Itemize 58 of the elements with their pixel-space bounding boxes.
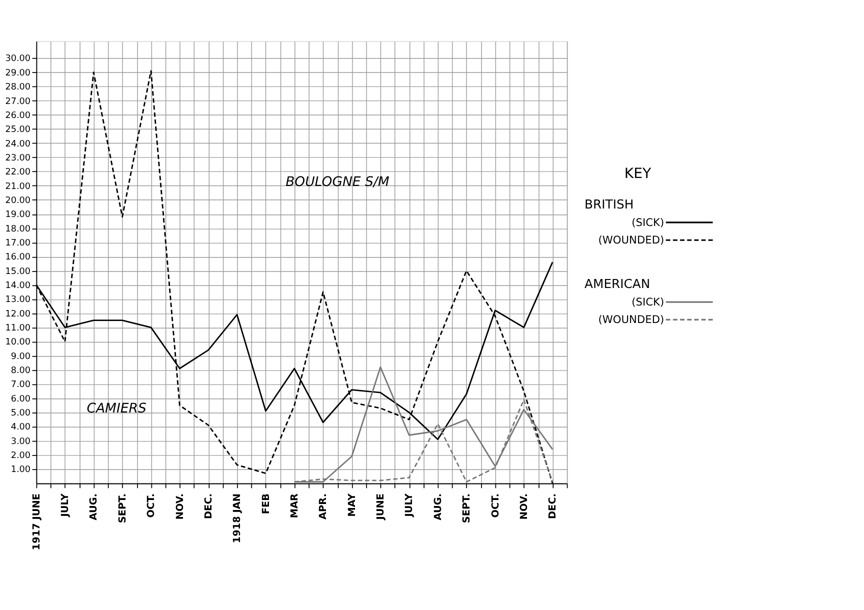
y-tick-label: 16.00: [5, 252, 31, 263]
y-tick-label: 19.00: [5, 210, 31, 220]
y-tick-label: 18.00: [5, 224, 31, 234]
legend-label: (SICK): [632, 216, 664, 229]
y-tick-label: 1.00: [10, 465, 31, 476]
text: BRITISH: [584, 197, 634, 212]
x-tick-label: 1917 JUNE: [31, 493, 42, 550]
y-tick-label: 12.00: [5, 309, 31, 320]
annotation: BOULOGNE S/M: [286, 174, 390, 190]
y-tick-label: 22.00: [5, 168, 31, 178]
y-tick-label: 30.00: [5, 54, 31, 64]
x-tick-label: DEC.: [203, 493, 214, 520]
y-tick-label: 27.00: [5, 96, 31, 107]
y-tick-label: 13.00: [5, 295, 31, 306]
x-tick-label: JULY: [404, 492, 416, 518]
y-tick-label: 23.00: [5, 153, 31, 164]
x-tick-label: MAR: [289, 492, 300, 518]
x-tick-label: JUNE: [376, 493, 387, 521]
y-tick-label: 8.00: [10, 366, 31, 376]
x-tick-label: MAY: [346, 492, 358, 517]
x-tick-label: NOV.: [518, 493, 530, 520]
y-tick-label: 14.00: [5, 280, 31, 291]
legend-title: KEY: [624, 166, 652, 182]
y-tick-label: 24.00: [5, 139, 31, 150]
x-tick-label: AUG.: [432, 493, 444, 520]
y-tick-label: 20.00: [5, 196, 31, 206]
y-tick-label: 29.00: [5, 68, 31, 78]
y-tick-label: 4.00: [10, 422, 31, 433]
x-tick-label: SEPT.: [117, 493, 128, 524]
y-tick-label: 6.00: [10, 394, 31, 404]
x-tick-label: FEB: [260, 493, 272, 514]
y-tick-label: 17.00: [5, 238, 31, 248]
x-tick-label: OCT.: [490, 493, 502, 518]
y-tick-label: 5.00: [10, 408, 31, 419]
y-tick-label: 28.00: [5, 82, 31, 93]
x-tick-label: OCT.: [146, 493, 158, 518]
x-tick-label: AUG.: [88, 493, 100, 520]
x-tick-label: 1918 JAN: [232, 493, 244, 544]
y-tick-label: 11.00: [5, 324, 31, 334]
y-tick-label: 9.00: [10, 352, 31, 362]
y-tick-label: 15.00: [5, 266, 31, 277]
legend-label: (SICK): [632, 296, 664, 309]
annotation: CAMIERS: [86, 402, 146, 417]
x-tick-label: APR.: [318, 493, 330, 520]
y-tick-label: 26.00: [5, 110, 31, 121]
legend-label: (WOUNDED): [598, 313, 664, 326]
y-tick-label: 21.00: [5, 182, 31, 192]
x-tick-label: SEPT.: [462, 493, 473, 524]
y-tick-label: 10.00: [5, 338, 31, 348]
y-tick-label: 2.00: [10, 451, 31, 462]
x-tick-label: DEC.: [548, 493, 559, 520]
x-tick-label: NOV.: [174, 493, 186, 520]
y-tick-label: 3.00: [10, 436, 31, 447]
y-tick-label: 25.00: [5, 125, 31, 136]
x-tick-label: JULY: [60, 492, 72, 518]
legend-label: (WOUNDED): [598, 234, 664, 247]
y-tick-label: 7.00: [10, 380, 31, 390]
text: AMERICAN: [584, 276, 650, 291]
